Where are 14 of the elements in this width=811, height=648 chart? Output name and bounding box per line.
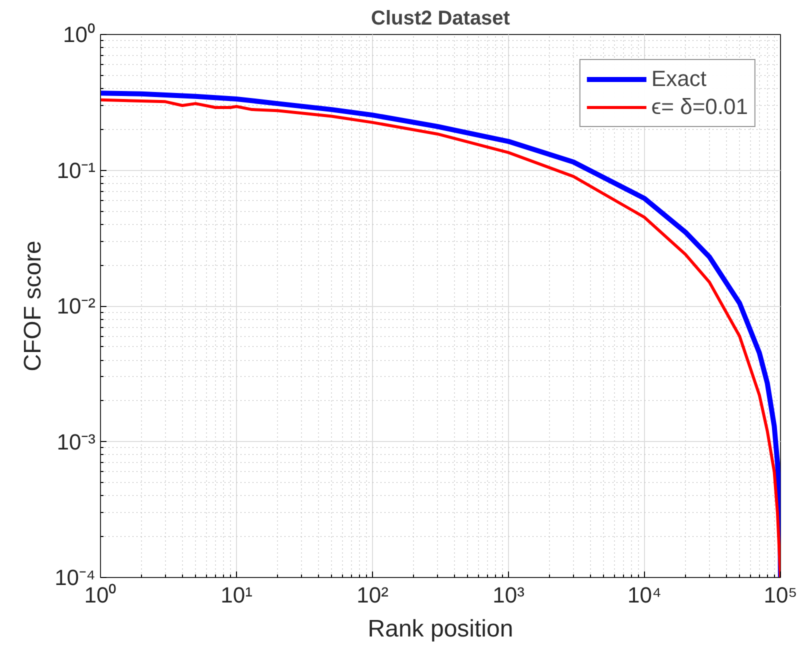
x-tick-label: 10² <box>356 582 388 608</box>
legend-label: Exact <box>651 66 706 92</box>
y-axis-title: CFOF score <box>20 240 47 372</box>
chart-title: Clust2 Dataset <box>371 8 510 30</box>
x-tick-label: 10¹ <box>220 582 252 608</box>
y-tick-label: 10⁻¹ <box>56 158 96 183</box>
x-tick-label: 10⁵ <box>764 582 798 608</box>
y-tick-label: 10⁰ <box>63 22 96 47</box>
x-axis-title: Rank position <box>368 616 514 642</box>
x-tick-label: 10⁴ <box>628 582 662 608</box>
legend-label: ϵ= δ=0.01 <box>651 94 748 120</box>
y-tick-label: 10⁻² <box>56 294 96 318</box>
y-tick-label: 10⁻³ <box>56 429 96 454</box>
x-tick-label: 10³ <box>492 582 524 608</box>
